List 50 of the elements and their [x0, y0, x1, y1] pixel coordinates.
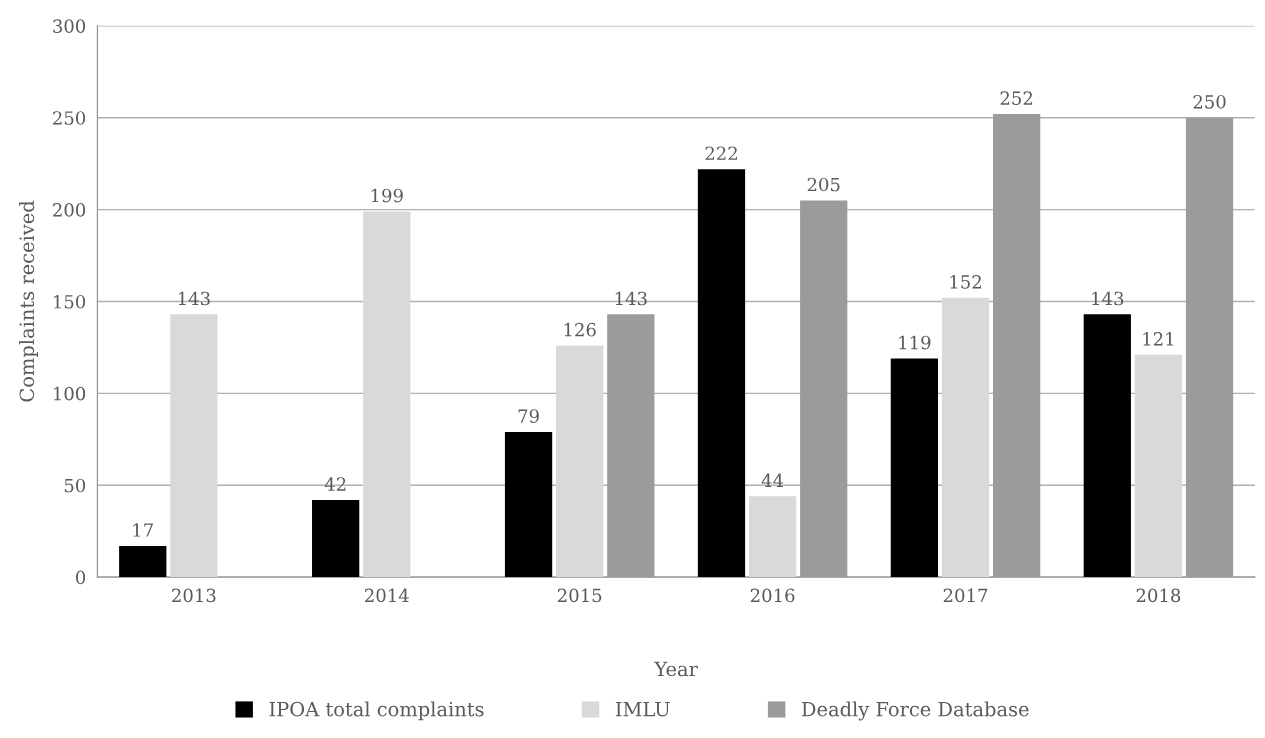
legend-label: IMLU [615, 702, 670, 717]
data-label: 121 [1143, 332, 1174, 346]
bar [312, 499, 360, 578]
x-tick-label: 2017 [943, 588, 988, 603]
y-tick-label: 50 [64, 478, 86, 493]
y-tick-label: 150 [54, 294, 86, 309]
bar [800, 200, 848, 578]
y-tick-label: 250 [53, 111, 86, 125]
legend-label: Deadly Force Database [802, 701, 1029, 721]
x-tick-label: 2018 [1136, 588, 1181, 603]
y-axis-title: Complaints received [19, 200, 38, 402]
data-label: 252 [1000, 91, 1033, 105]
data-label: 143 [615, 291, 647, 306]
legend-label: IPOA total complaints [269, 701, 484, 721]
bar [170, 314, 218, 578]
bar [748, 496, 797, 578]
data-label: 199 [371, 188, 403, 203]
y-tick-label: 0 [76, 570, 86, 585]
x-axis-title: Year [654, 661, 698, 677]
bar [1185, 117, 1234, 578]
y-tick-label: 100 [54, 386, 86, 401]
data-label: 42 [324, 477, 346, 491]
data-label: 250 [1193, 95, 1226, 109]
data-label: 119 [899, 335, 931, 350]
bar [890, 358, 939, 578]
data-label: 205 [807, 177, 840, 192]
x-tick-label: 2014 [365, 588, 409, 603]
bar [119, 545, 167, 578]
bar [993, 114, 1041, 578]
bar [607, 314, 655, 578]
y-tick-label: 200 [53, 203, 86, 217]
data-label: 152 [950, 275, 981, 289]
data-label: 44 [761, 473, 784, 487]
x-tick-label: 2016 [750, 588, 795, 603]
x-tick-label: 2015 [557, 588, 602, 603]
bar [1083, 314, 1131, 578]
bar [941, 297, 990, 578]
bar [363, 211, 411, 578]
bar [556, 345, 604, 578]
data-label: 143 [178, 291, 210, 306]
data-label: 79 [518, 409, 539, 423]
data-label: 222 [705, 146, 737, 160]
bar [504, 431, 553, 578]
data-label: 126 [564, 322, 596, 337]
data-label: 17 [133, 523, 153, 537]
x-tick-label: 2013 [172, 588, 216, 603]
bar [697, 169, 746, 578]
bar [1134, 354, 1183, 578]
data-label: 143 [1092, 291, 1124, 306]
y-tick-label: 300 [53, 19, 86, 33]
